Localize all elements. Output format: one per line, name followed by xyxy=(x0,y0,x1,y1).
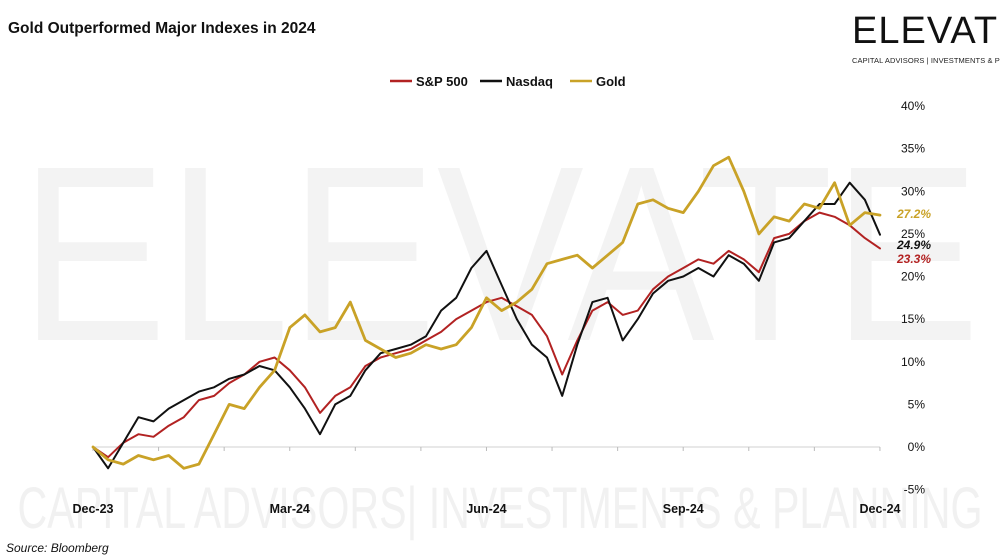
chart-title: Gold Outperformed Major Indexes in 2024 xyxy=(8,20,316,37)
y-tick-label: 10% xyxy=(901,355,925,369)
x-tick-label: Dec-24 xyxy=(860,502,901,516)
y-tick-label: -5% xyxy=(904,483,926,497)
legend: S&P 500 Nasdaq Gold xyxy=(390,74,626,89)
y-tick-label: 40% xyxy=(901,99,925,113)
source-note: Source: Bloomberg xyxy=(6,541,109,555)
axes: -5% 0% 5% 10% 15% 20% 25% 30% 35% 40% Dec-23 Mar-24… xyxy=(73,99,926,516)
logo-tagline: CAPITAL ADVISORS | INVESTMENTS & PLANNIN… xyxy=(852,56,1000,65)
legend-label: Gold xyxy=(596,74,626,89)
x-tick-label: Sep-24 xyxy=(663,502,704,516)
end-labels: 23.3%24.9% 27.2% xyxy=(896,207,931,266)
y-tick-label: 0% xyxy=(908,440,926,454)
series-group xyxy=(91,155,882,470)
y-tick-label: 20% xyxy=(901,270,925,284)
end-label: 23.3% xyxy=(896,252,931,266)
end-label: 27.2% xyxy=(896,207,931,221)
y-tick-label: 15% xyxy=(901,312,925,326)
x-tick-label: Mar-24 xyxy=(270,502,310,516)
series-line-gold xyxy=(91,155,882,470)
logo-word: ELEVATE xyxy=(852,10,1000,52)
y-tick-label: 30% xyxy=(901,184,925,198)
x-tick-label: Dec-23 xyxy=(73,502,114,516)
end-label: 24.9% xyxy=(896,238,931,252)
legend-label: S&P 500 xyxy=(416,74,468,89)
y-tick-label: 5% xyxy=(908,397,926,411)
x-tick-label: Jun-24 xyxy=(466,502,506,516)
legend-label: Nasdaq xyxy=(506,74,553,89)
series-line-s-p-500 xyxy=(92,211,881,459)
y-tick-label: 35% xyxy=(901,142,925,156)
series-line-nasdaq xyxy=(92,181,881,470)
elevate-logo: ELEVATE CAPITAL ADVISORS | INVESTMENTS &… xyxy=(852,8,1000,66)
y-tick-label: 25% xyxy=(901,227,925,241)
